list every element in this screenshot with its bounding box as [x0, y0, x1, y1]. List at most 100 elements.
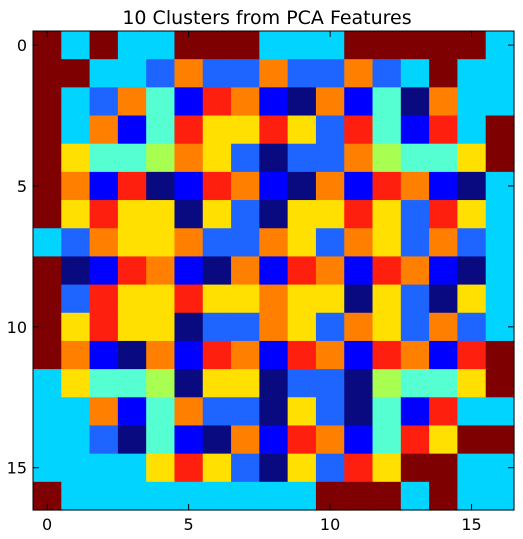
x-tick-label: 5 [184, 515, 194, 534]
heatmap-cell [429, 481, 459, 511]
heatmap-cell [287, 115, 317, 145]
heatmap-cell [174, 115, 204, 145]
heatmap-cell [400, 171, 430, 201]
heatmap-cell [146, 425, 176, 455]
heatmap-cell [61, 115, 91, 145]
heatmap-cell [259, 228, 289, 258]
heatmap-cell [174, 200, 204, 229]
heatmap-cell [117, 453, 147, 483]
heatmap-cell [231, 115, 260, 145]
heatmap-cell [315, 200, 345, 229]
heatmap-cell [457, 171, 487, 201]
heatmap-cell [174, 369, 204, 398]
heatmap-cell [117, 228, 147, 258]
heatmap-cell [89, 59, 119, 88]
heatmap-cell [400, 31, 430, 60]
heatmap-cell [315, 369, 345, 398]
heatmap-cell [259, 200, 289, 229]
heatmap-cell [315, 171, 345, 201]
heatmap-cell [117, 425, 147, 455]
heatmap-cell [315, 284, 345, 314]
heatmap-cell [117, 481, 147, 511]
heatmap-cell [174, 171, 204, 201]
heatmap-cell [315, 87, 345, 117]
heatmap-cell [174, 256, 204, 286]
heatmap-cell [33, 115, 62, 145]
heatmap-cell [429, 425, 459, 455]
heatmap-cell [372, 200, 402, 229]
heatmap-cell [400, 369, 430, 398]
heatmap-cell [202, 59, 232, 88]
heatmap-cell [231, 31, 260, 60]
heatmap-cell [287, 171, 317, 201]
heatmap-cell [344, 143, 374, 173]
heatmap-cell [485, 284, 515, 314]
heatmap-cell [259, 143, 289, 173]
heatmap-cell [457, 228, 487, 258]
heatmap-cell [61, 340, 91, 370]
heatmap-cell [429, 31, 459, 60]
heatmap-cell [400, 87, 430, 117]
heatmap-cell [146, 340, 176, 370]
heatmap-cell [89, 312, 119, 342]
heatmap-cell [344, 171, 374, 201]
heatmap-cell [457, 256, 487, 286]
heatmap-cell [174, 397, 204, 427]
heatmap-cell [89, 397, 119, 427]
heatmap-cell [485, 340, 515, 370]
heatmap-cell [400, 228, 430, 258]
heatmap-cell [231, 397, 260, 427]
heatmap-cell [344, 31, 374, 60]
heatmap-cell [231, 171, 260, 201]
heatmap-cell [61, 369, 91, 398]
heatmap-cell [287, 481, 317, 511]
heatmap-cell [372, 312, 402, 342]
heatmap-cell [231, 228, 260, 258]
heatmap-cell [344, 200, 374, 229]
heatmap-cell [174, 87, 204, 117]
heatmap-cell [372, 228, 402, 258]
heatmap-cell [61, 284, 91, 314]
heatmap-cell [61, 31, 91, 60]
heatmap-cell [344, 481, 374, 511]
heatmap-cell [287, 59, 317, 88]
heatmap-cell [372, 59, 402, 88]
heatmap-cell [344, 397, 374, 427]
heatmap-cell [315, 143, 345, 173]
heatmap-cell [202, 397, 232, 427]
heatmap-cell [457, 425, 487, 455]
heatmap-cell [33, 200, 62, 229]
y-tick-label: 0 [17, 36, 27, 55]
heatmap-cell [146, 397, 176, 427]
heatmap-cell [202, 228, 232, 258]
heatmap-cell [429, 312, 459, 342]
heatmap-cell [315, 228, 345, 258]
heatmap-cell [146, 200, 176, 229]
heatmap-cell [231, 481, 260, 511]
heatmap-cell [259, 369, 289, 398]
heatmap-cell [117, 369, 147, 398]
heatmap-cell [259, 256, 289, 286]
x-tick-label: 10 [320, 515, 340, 534]
heatmap-cell [457, 87, 487, 117]
heatmap-cell [485, 87, 515, 117]
heatmap-cell [372, 256, 402, 286]
heatmap-cell [146, 59, 176, 88]
heatmap-cell [400, 284, 430, 314]
heatmap-cell [33, 143, 62, 173]
heatmap-cell [429, 143, 459, 173]
heatmap-cell [146, 312, 176, 342]
heatmap-cell [146, 284, 176, 314]
heatmap-cell [400, 312, 430, 342]
heatmap-cell [344, 87, 374, 117]
heatmap-cell [231, 87, 260, 117]
heatmap-cell [344, 369, 374, 398]
heatmap-cell [231, 59, 260, 88]
heatmap-cell [117, 31, 147, 60]
heatmap-cell [287, 31, 317, 60]
heatmap-cell [202, 312, 232, 342]
heatmap-cell [202, 453, 232, 483]
heatmap-cell [33, 397, 62, 427]
heatmap-cell [202, 481, 232, 511]
heatmap-cell [117, 200, 147, 229]
